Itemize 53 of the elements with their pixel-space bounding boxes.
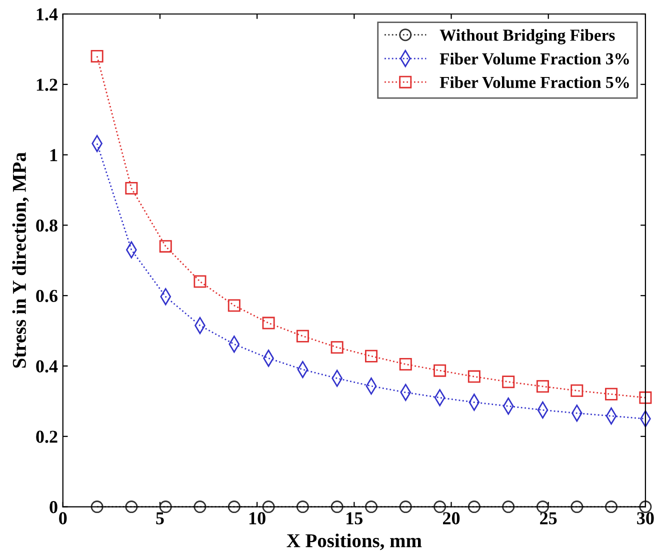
point (228, 500, 240, 514)
point (468, 500, 480, 514)
point (639, 391, 652, 404)
point (502, 376, 515, 388)
legend-label: Fiber Volume Fraction 3% (440, 52, 629, 65)
x-axis-title: X Positions, mm (286, 534, 422, 550)
point (330, 500, 344, 514)
point (399, 500, 412, 514)
y-tick-label: 0.2 (36, 430, 58, 443)
y-tick-label: 0.8 (36, 219, 58, 232)
point (125, 182, 138, 194)
point (605, 500, 618, 514)
point (570, 500, 584, 514)
point (330, 341, 344, 354)
point (125, 500, 138, 514)
point (296, 500, 309, 514)
point (159, 240, 172, 253)
x-tick-label: 20 (442, 512, 460, 524)
point (570, 384, 584, 397)
y-axis-title: Stress in Y direction, MPa (12, 152, 29, 368)
x-tick-label: 0 (59, 512, 67, 524)
y-tick-label: 1 (50, 149, 58, 162)
point (365, 500, 378, 514)
point (262, 500, 275, 514)
point (536, 380, 549, 393)
point (228, 299, 240, 312)
point (468, 370, 480, 383)
y-tick-label: 0 (50, 501, 58, 514)
point (434, 500, 446, 514)
point (502, 500, 515, 514)
x-tick-label: 15 (346, 512, 363, 524)
point (399, 358, 412, 370)
x-tick-label: 25 (540, 512, 557, 524)
point (296, 330, 309, 342)
point (365, 350, 378, 362)
y-tick-label: 0.6 (36, 290, 58, 302)
point (605, 388, 618, 400)
legend-label: Without Bridging Fibers (440, 29, 615, 44)
point (262, 316, 275, 330)
y-tick-label: 0.4 (36, 360, 58, 373)
point (90, 50, 104, 62)
x-tick-label: 10 (249, 512, 266, 524)
point (90, 500, 104, 514)
y-tick-label: 1.4 (36, 8, 58, 21)
point (194, 500, 206, 514)
y-tick-label: 1.2 (36, 78, 58, 91)
point (194, 275, 206, 288)
point (434, 364, 446, 377)
x-tick-label: 30 (637, 512, 654, 524)
point (159, 500, 172, 514)
x-tick-label: 5 (156, 512, 164, 524)
legend-label: Fiber Volume Fraction 5% (440, 76, 629, 88)
point (536, 500, 549, 514)
